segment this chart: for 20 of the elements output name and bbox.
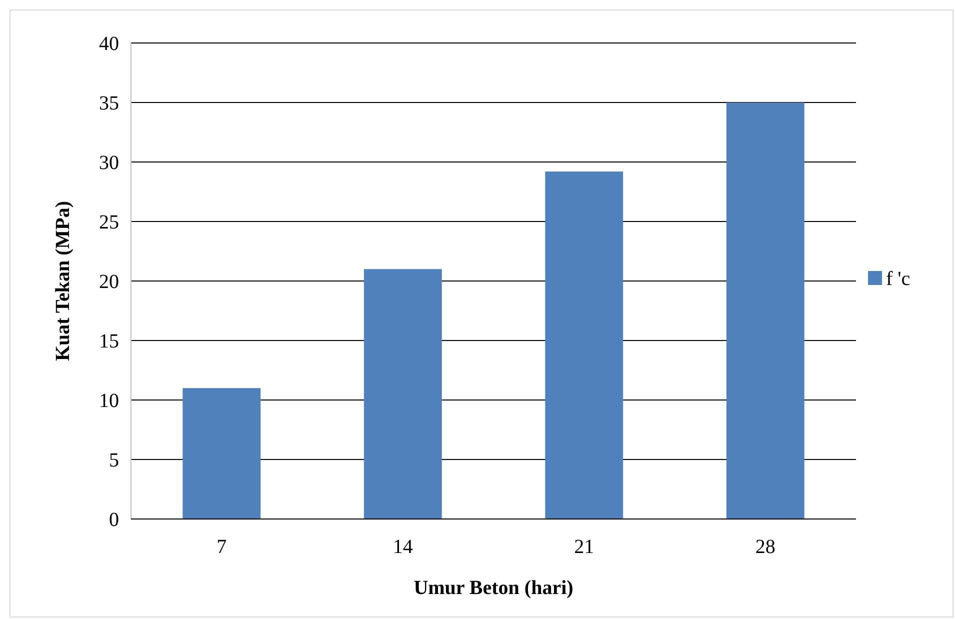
y-tick-label: 40	[99, 33, 119, 55]
y-tick-label: 0	[109, 509, 119, 531]
y-tick-label: 35	[99, 92, 119, 114]
y-tick-label: 5	[109, 450, 119, 472]
x-axis-title: Umur Beton (hari)	[414, 577, 574, 599]
y-tick-label: 10	[99, 390, 119, 412]
x-tick-label: 28	[755, 536, 776, 558]
y-tick-label: 20	[99, 271, 119, 293]
x-tick-label: 14	[392, 536, 413, 558]
y-axis-title: Kuat Tekan (MPa)	[52, 200, 74, 362]
bar	[364, 269, 442, 519]
bar	[726, 102, 804, 519]
bar	[182, 388, 261, 519]
legend-label: f 'c	[886, 268, 910, 290]
y-tick-label: 25	[99, 212, 119, 234]
x-tick-label: 21	[574, 536, 594, 558]
x-tick-label: 7	[216, 536, 227, 558]
y-tick-label: 30	[99, 152, 119, 174]
y-tick-label: 15	[99, 330, 119, 352]
bar	[545, 172, 624, 519]
